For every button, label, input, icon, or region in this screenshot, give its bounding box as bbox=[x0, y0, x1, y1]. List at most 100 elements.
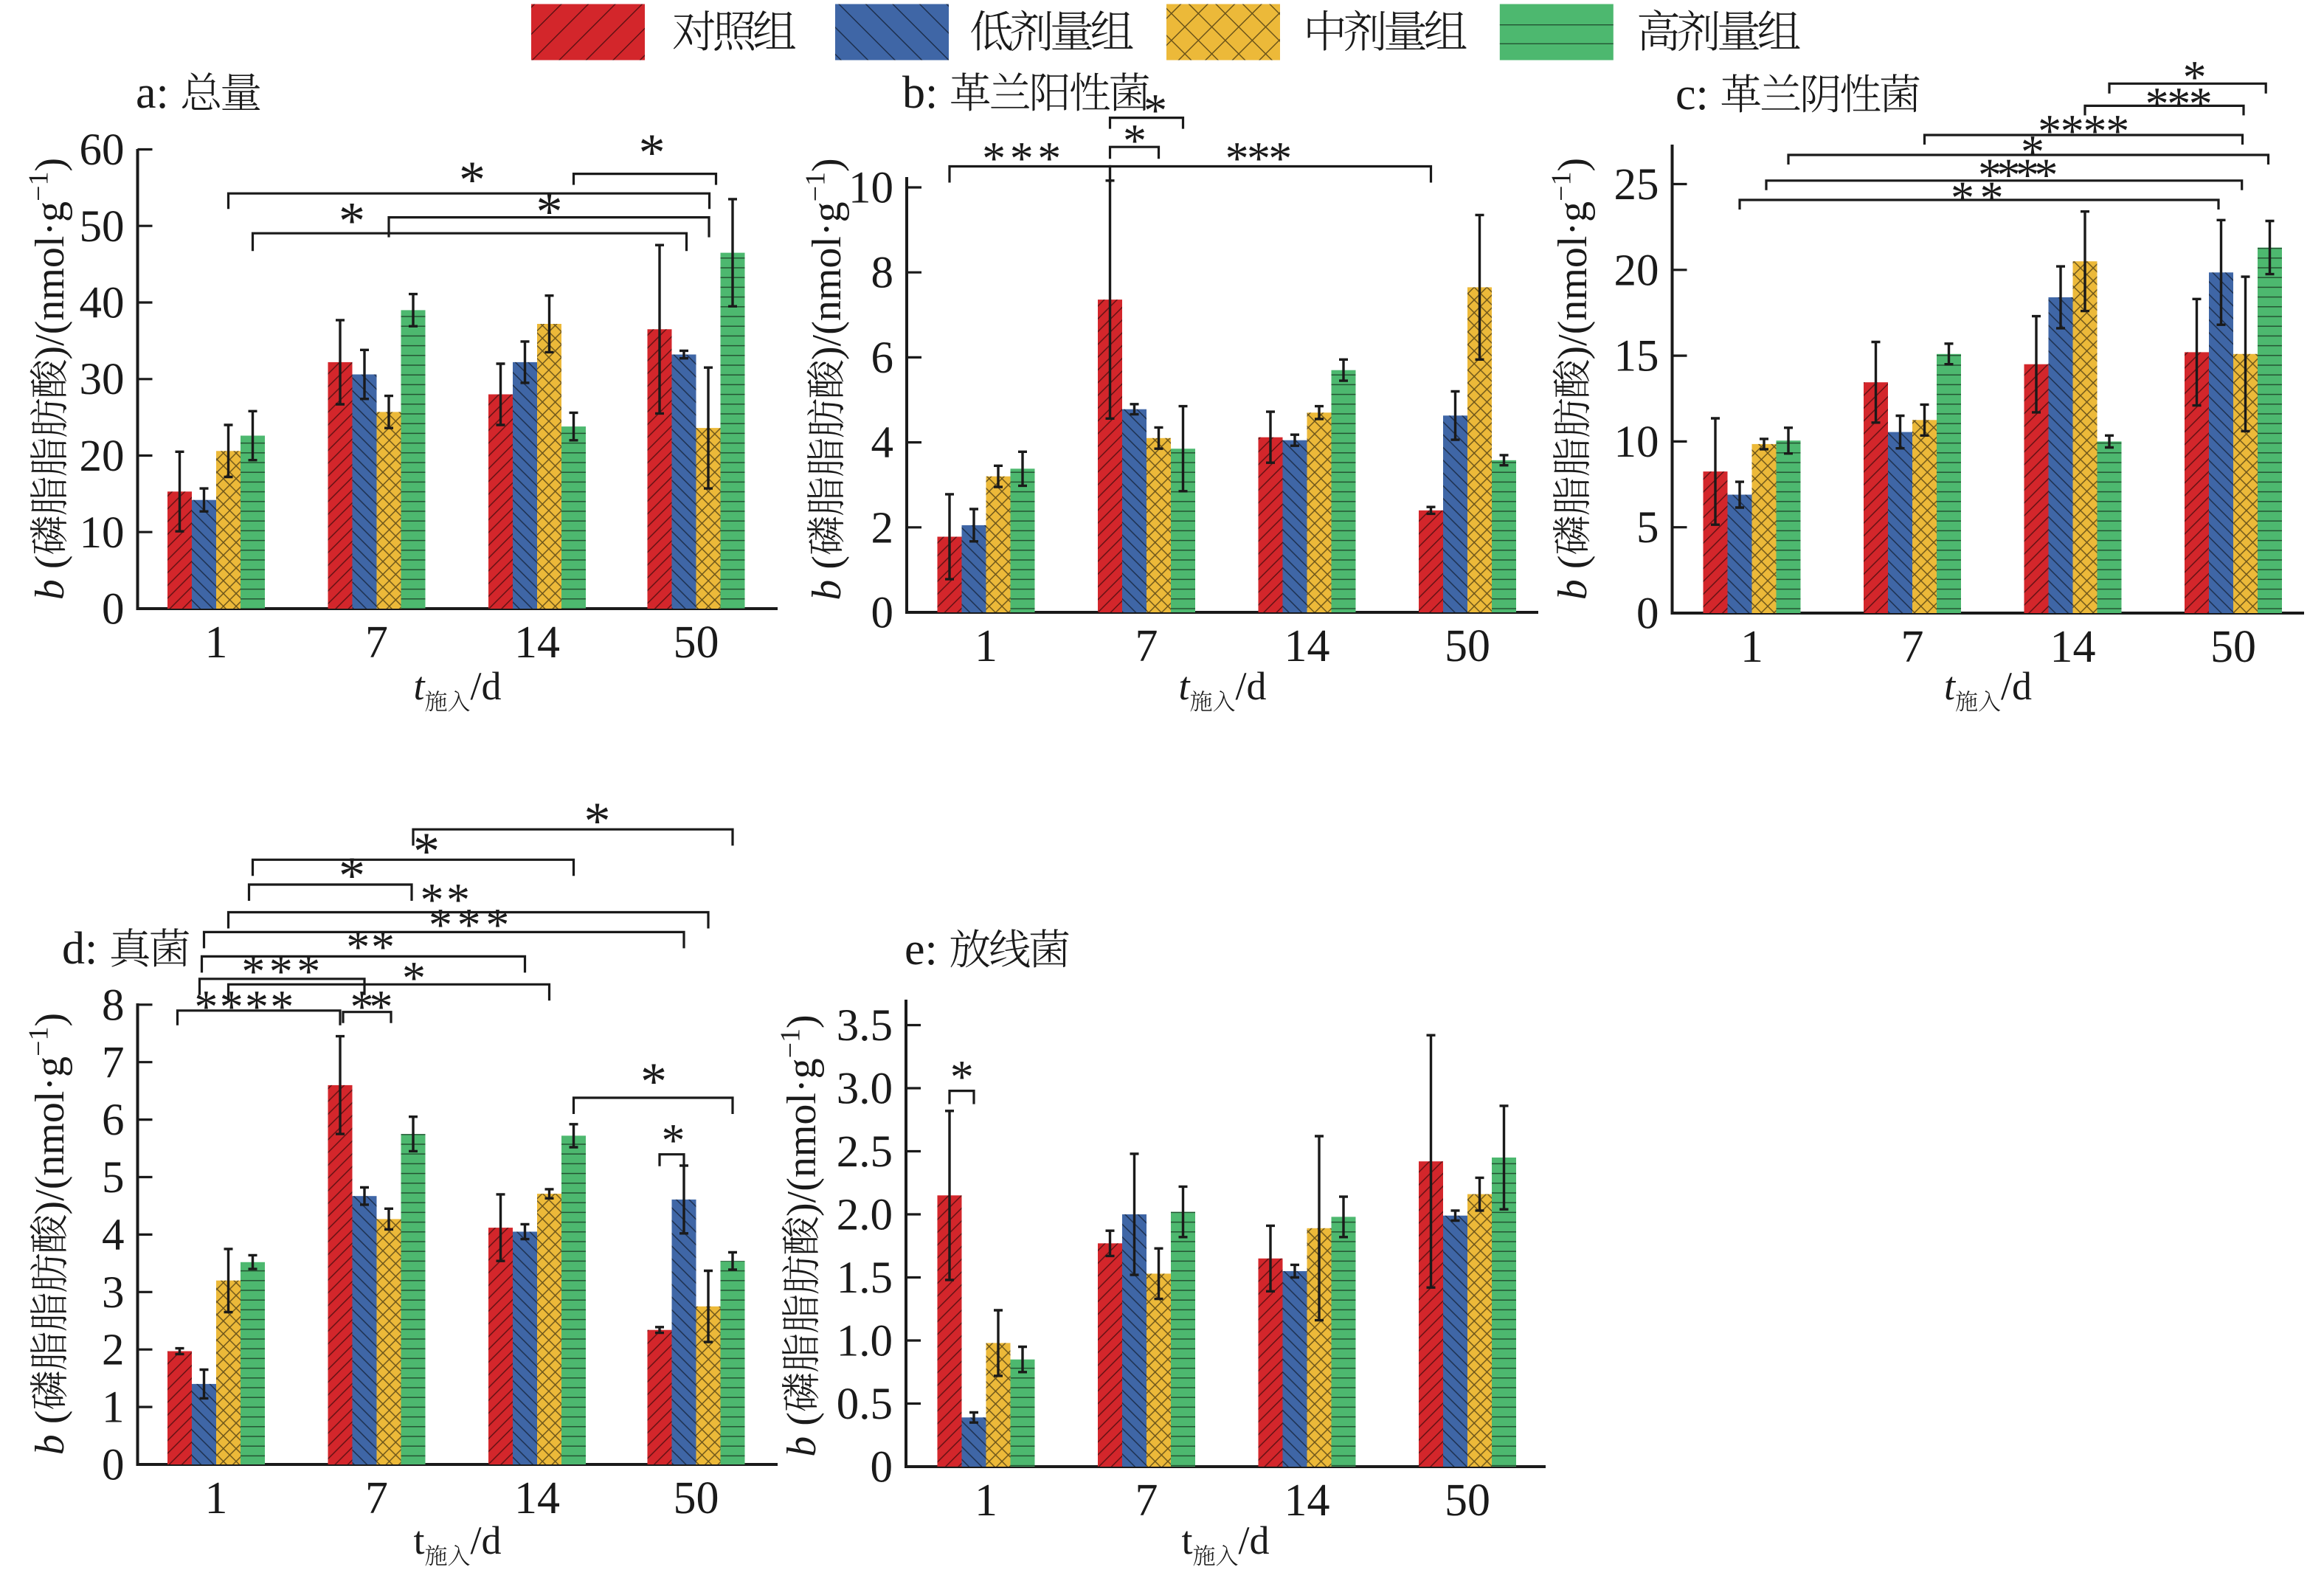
svg-text:14: 14 bbox=[1284, 1476, 1330, 1526]
svg-text:0: 0 bbox=[102, 585, 125, 634]
svg-text:*: * bbox=[2183, 51, 2207, 103]
svg-text:8: 8 bbox=[871, 249, 894, 298]
svg-text:2: 2 bbox=[871, 503, 894, 553]
svg-text:1: 1 bbox=[205, 1473, 228, 1523]
svg-text:0: 0 bbox=[871, 589, 894, 638]
svg-text:10: 10 bbox=[1614, 418, 1659, 467]
svg-text:***: *** bbox=[2145, 77, 2211, 130]
svg-text:1: 1 bbox=[102, 1383, 125, 1433]
svg-text:*: * bbox=[639, 123, 665, 182]
svg-text:6: 6 bbox=[102, 1096, 125, 1145]
svg-text:8: 8 bbox=[102, 980, 125, 1030]
svg-text:3.5: 3.5 bbox=[837, 1001, 893, 1051]
svg-text:0: 0 bbox=[871, 1443, 893, 1492]
svg-text:b: b bbox=[804, 580, 850, 601]
svg-text:****: **** bbox=[1978, 149, 2056, 201]
svg-text:5: 5 bbox=[102, 1153, 125, 1203]
svg-text:2: 2 bbox=[102, 1326, 125, 1375]
svg-text:b: b bbox=[27, 1434, 73, 1455]
svg-text:***: *** bbox=[241, 945, 324, 997]
svg-text:7: 7 bbox=[1901, 622, 1924, 672]
svg-text:): ) bbox=[779, 1014, 825, 1028]
svg-text:6: 6 bbox=[871, 333, 894, 383]
svg-text:/d: /d bbox=[471, 1518, 502, 1563]
svg-text:**: ** bbox=[346, 921, 395, 973]
svg-text:30: 30 bbox=[80, 355, 125, 404]
svg-text:(: ( bbox=[27, 1411, 73, 1425]
svg-text:4: 4 bbox=[871, 418, 894, 468]
svg-text:(: ( bbox=[779, 1412, 825, 1426]
svg-text:****: **** bbox=[2038, 105, 2128, 157]
svg-text:20: 20 bbox=[1614, 246, 1659, 295]
svg-text:5: 5 bbox=[1636, 503, 1659, 553]
svg-text:1.0: 1.0 bbox=[837, 1317, 893, 1366]
svg-text:b: b bbox=[27, 579, 73, 600]
svg-text:b: b bbox=[1550, 579, 1596, 600]
svg-text:*: * bbox=[640, 1052, 667, 1111]
svg-text:1: 1 bbox=[975, 621, 997, 671]
svg-text:40: 40 bbox=[80, 279, 125, 328]
svg-text:2.0: 2.0 bbox=[837, 1191, 893, 1240]
svg-text:): ) bbox=[27, 158, 73, 172]
svg-text:): ) bbox=[1550, 158, 1596, 172]
svg-text:*: * bbox=[339, 191, 365, 250]
svg-text:***: *** bbox=[429, 899, 514, 951]
svg-text:*: * bbox=[536, 182, 563, 241]
svg-text:*: * bbox=[1144, 84, 1167, 136]
svg-text:t: t bbox=[414, 1518, 425, 1563]
svg-text:0.5: 0.5 bbox=[837, 1380, 893, 1429]
svg-text:3: 3 bbox=[102, 1268, 125, 1318]
svg-text:a:: a: bbox=[136, 68, 169, 118]
svg-text:2.5: 2.5 bbox=[837, 1127, 893, 1177]
svg-text:*: * bbox=[2021, 125, 2044, 178]
svg-text:)/(nmol·g: )/(nmol·g bbox=[27, 201, 73, 360]
svg-text:/d: /d bbox=[471, 664, 502, 708]
svg-text:c:: c: bbox=[1675, 69, 1709, 120]
svg-text:7: 7 bbox=[1135, 1476, 1158, 1526]
svg-text:14: 14 bbox=[514, 617, 560, 668]
svg-text:0: 0 bbox=[1636, 589, 1659, 639]
svg-text:*: * bbox=[402, 952, 426, 1004]
svg-text:10: 10 bbox=[80, 508, 125, 558]
svg-text:): ) bbox=[27, 1013, 73, 1027]
svg-text:t: t bbox=[1179, 664, 1192, 708]
svg-text:−1: −1 bbox=[1546, 171, 1577, 201]
svg-text:50: 50 bbox=[674, 1473, 719, 1523]
svg-text:25: 25 bbox=[1614, 160, 1659, 210]
svg-text:1: 1 bbox=[975, 1476, 997, 1526]
svg-text:)/(nmol·g: )/(nmol·g bbox=[779, 1058, 825, 1217]
svg-text:−1: −1 bbox=[800, 172, 831, 201]
svg-text:t: t bbox=[1182, 1518, 1193, 1563]
svg-text:7: 7 bbox=[365, 617, 388, 668]
svg-text:(: ( bbox=[804, 556, 850, 570]
svg-text:b: b bbox=[779, 1436, 825, 1457]
svg-text:e:: e: bbox=[905, 924, 938, 975]
svg-text:50: 50 bbox=[674, 617, 719, 668]
svg-text:10: 10 bbox=[848, 164, 893, 213]
svg-text:1: 1 bbox=[1740, 622, 1763, 672]
svg-text:−1: −1 bbox=[775, 1028, 806, 1058]
svg-text:)/(nmol·g: )/(nmol·g bbox=[1550, 201, 1596, 360]
svg-text:t: t bbox=[1944, 664, 1957, 708]
svg-text:7: 7 bbox=[365, 1473, 388, 1523]
svg-text:d:: d: bbox=[62, 924, 97, 974]
svg-text:(: ( bbox=[1550, 556, 1596, 570]
svg-text:50: 50 bbox=[2210, 622, 2256, 672]
svg-text:/d: /d bbox=[2001, 664, 2032, 708]
svg-text:****: **** bbox=[194, 980, 295, 1033]
svg-text:7: 7 bbox=[102, 1038, 125, 1087]
svg-text:1: 1 bbox=[205, 617, 228, 668]
svg-text:/d: /d bbox=[1239, 1518, 1270, 1563]
svg-text:**: ** bbox=[421, 873, 473, 926]
svg-text:15: 15 bbox=[1614, 332, 1659, 381]
svg-text:14: 14 bbox=[514, 1473, 560, 1523]
svg-text:1.5: 1.5 bbox=[837, 1253, 893, 1303]
svg-text:14: 14 bbox=[1284, 621, 1330, 671]
svg-text:b:: b: bbox=[902, 68, 938, 118]
svg-text:50: 50 bbox=[1445, 1476, 1490, 1526]
svg-text:*: * bbox=[459, 151, 485, 210]
svg-text:7: 7 bbox=[1135, 621, 1158, 671]
svg-text:): ) bbox=[804, 158, 850, 172]
svg-text:4: 4 bbox=[102, 1211, 125, 1260]
svg-text:−1: −1 bbox=[24, 171, 55, 201]
